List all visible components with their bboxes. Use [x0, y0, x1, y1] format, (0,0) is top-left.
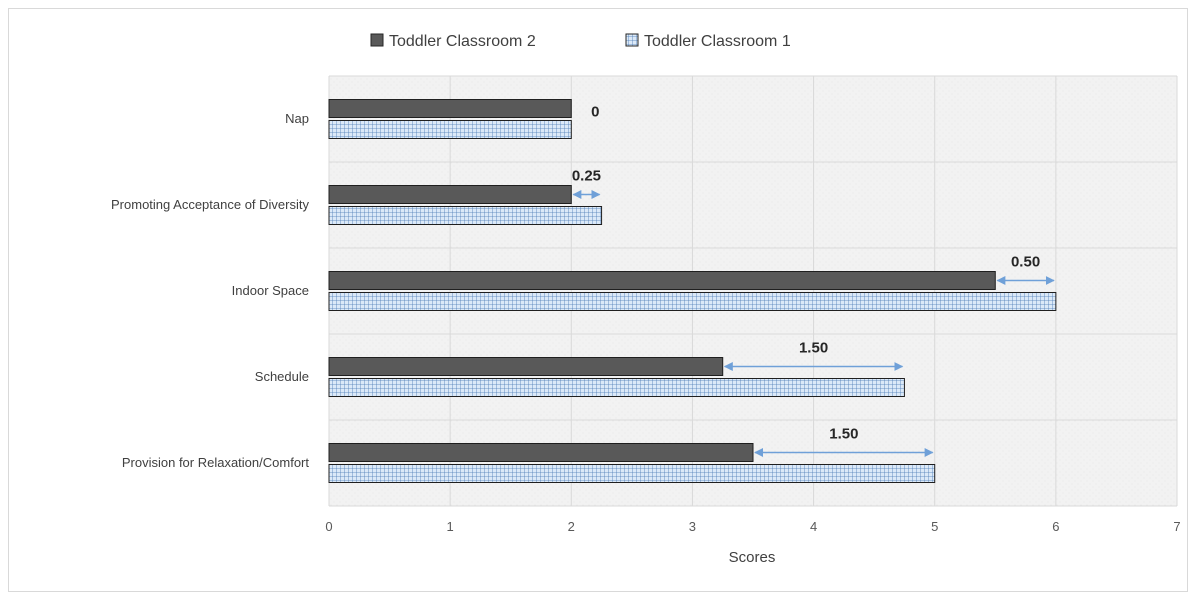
- x-tick-label: 7: [1173, 519, 1180, 534]
- x-tick-label: 1: [447, 519, 454, 534]
- bar-toddler-classroom-1: [328, 378, 905, 397]
- x-tick-label: 5: [931, 519, 938, 534]
- bar-toddler-classroom-1: [328, 206, 603, 225]
- difference-label: 0.50: [1011, 254, 1040, 271]
- bar-toddler-classroom-1: [328, 464, 936, 483]
- bar-toddler-classroom-1: [328, 292, 1057, 311]
- x-tick-label: 2: [568, 519, 575, 534]
- x-tick-label: 0: [325, 519, 332, 534]
- bar-toddler-classroom-2: [328, 443, 754, 462]
- category-label: Nap: [285, 111, 309, 126]
- legend-label-toddler-classroom-2: Toddler Classroom 2: [389, 33, 536, 50]
- bar-toddler-classroom-2: [328, 99, 572, 118]
- category-labels: Nap Promoting Acceptance of Diversity Indo…: [111, 111, 309, 470]
- legend-label-toddler-classroom-1: Toddler Classroom 1: [644, 33, 791, 50]
- category-label: Promoting Acceptance of Diversity: [111, 197, 309, 212]
- category-label: Schedule: [255, 369, 309, 384]
- difference-label: 1.50: [829, 426, 858, 443]
- difference-label: 0.25: [572, 168, 601, 185]
- difference-label: 1.50: [799, 340, 828, 357]
- x-tick-label: 4: [810, 519, 817, 534]
- x-tick-label: 6: [1052, 519, 1059, 534]
- bar-toddler-classroom-2: [328, 357, 724, 376]
- x-axis-title: Scores: [729, 549, 776, 566]
- category-label: Indoor Space: [232, 283, 309, 298]
- difference-label: 0: [591, 104, 599, 121]
- legend-swatch-toddler-classroom-1: [625, 33, 639, 47]
- legend: Toddler Classroom 2 Toddler Classroom 1: [370, 33, 791, 50]
- bar-toddler-classroom-2: [328, 185, 572, 204]
- bar-toddler-classroom-2: [328, 271, 996, 290]
- bars: [328, 99, 1057, 483]
- x-tick-label: 3: [689, 519, 696, 534]
- bar-toddler-classroom-1: [328, 120, 572, 139]
- gridlines: [328, 75, 1178, 507]
- x-tick-labels: 0 1 2 3 4 5 6 7: [325, 519, 1180, 534]
- difference-annotations: 0 0.25 0.50 1.50 1.50: [572, 104, 1055, 457]
- plot-area: [329, 76, 1177, 506]
- category-label: Provision for Relaxation/Comfort: [122, 455, 310, 470]
- legend-swatch-toddler-classroom-2: [370, 33, 384, 47]
